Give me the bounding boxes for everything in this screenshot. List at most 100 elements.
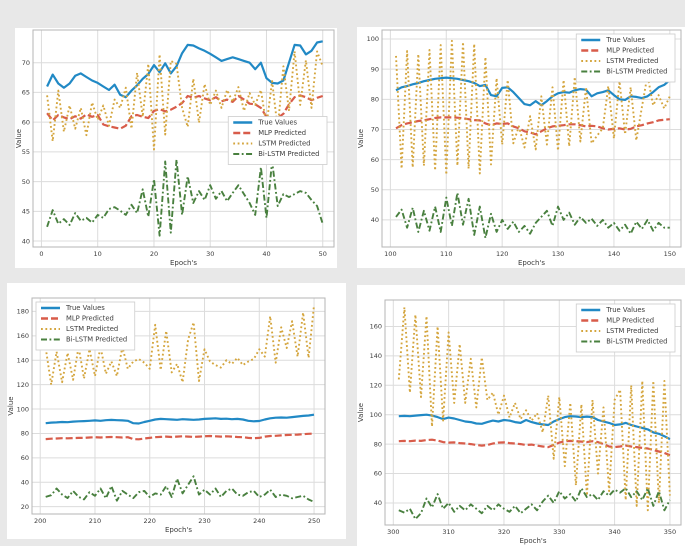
- y-tick-label: 60: [371, 156, 379, 164]
- chart-canvas: 40 60 80 100 120 140 160 300 310 320 330 340 350 Epoc…: [357, 299, 682, 545]
- legend: True Values MLP Predicted LSTM Predicted Bi…: [35, 301, 136, 351]
- y-tick-label: 55: [22, 148, 30, 156]
- chart-bottom-left: 20 40 60 80 100 120 140 160 180 200 210 220 230 240 25…: [7, 283, 346, 539]
- legend-box: [35, 301, 136, 351]
- y-tick-label: 70: [371, 126, 379, 134]
- legend-label-true-values: True Values: [65, 304, 105, 312]
- y-tick-label: 80: [374, 440, 382, 448]
- x-tick-label: 30: [206, 250, 214, 258]
- axes-spines: [381, 29, 682, 248]
- x-tick-label: 350: [664, 528, 676, 536]
- legend-label-mlp-predicted: MLP Predicted: [258, 129, 306, 137]
- y-tick-label: 20: [21, 503, 29, 511]
- x-tick-label: 100: [384, 250, 396, 258]
- y-tick-label: 120: [17, 381, 29, 389]
- chart-top-left: 40 45 50 55 60 65 70 0 10 20 30 40 50 Epoch's Value Tru…: [15, 28, 337, 268]
- legend-label-true-values: True Values: [257, 119, 297, 127]
- x-axis-label: Epoch's: [518, 259, 545, 267]
- chart-canvas: 20 40 60 80 100 120 140 160 180 200 210 220 230 240 25…: [7, 297, 326, 534]
- y-tick-label: 60: [22, 118, 30, 126]
- x-tick-label: 340: [608, 528, 620, 536]
- y-tick-label: 100: [370, 411, 382, 419]
- legend-box: [227, 116, 328, 165]
- series-lstm-predicted-line: [397, 306, 671, 512]
- legend-box: [575, 303, 676, 353]
- series-mlp-predicted-line: [398, 438, 671, 457]
- y-axis-label: Value: [7, 396, 15, 415]
- legend-label-lstm-predicted: LSTM Predicted: [606, 327, 658, 335]
- legend-label-true-values: True Values: [605, 36, 645, 44]
- y-tick-label: 100: [17, 405, 29, 413]
- y-tick-label: 140: [370, 352, 382, 360]
- y-tick-label: 65: [22, 89, 30, 97]
- y-tick-label: 40: [21, 478, 29, 486]
- legend-label-mlp-predicted: MLP Predicted: [66, 315, 114, 323]
- legend-label-bi-lstm-predicted: Bi-LSTM Predicted: [66, 336, 127, 344]
- legend: True Values MLP Predicted LSTM Predicted Bi…: [575, 33, 676, 83]
- series-true-values-line: [398, 413, 671, 441]
- y-tick-label: 90: [371, 65, 379, 73]
- x-tick-label: 320: [498, 528, 510, 536]
- y-tick-label: 40: [374, 499, 382, 507]
- x-tick-label: 300: [387, 528, 399, 536]
- x-tick-label: 310: [442, 528, 454, 536]
- series-lstm-predicted-line: [395, 39, 671, 176]
- y-tick-label: 160: [370, 323, 382, 331]
- series-mlp-predicted-line: [46, 94, 324, 130]
- series-true-values-line: [45, 413, 315, 425]
- y-tick-label: 100: [367, 35, 379, 43]
- y-axis-label: Value: [357, 129, 365, 148]
- y-axis-label: Value: [357, 403, 365, 422]
- chart-canvas: 40 45 50 55 60 65 70 0 10 20 30 40 50 Epoch's Value Tru…: [15, 29, 335, 267]
- y-tick-label: 120: [370, 381, 382, 389]
- x-tick-label: 200: [34, 517, 46, 525]
- legend-label-lstm-predicted: LSTM Predicted: [606, 57, 658, 65]
- x-axis-label: Epoch's: [519, 537, 546, 545]
- y-tick-label: 50: [371, 186, 379, 194]
- series-true-values-line: [46, 40, 323, 99]
- axes-spines: [384, 299, 682, 526]
- x-tick-label: 140: [608, 250, 620, 258]
- y-tick-label: 80: [21, 430, 29, 438]
- y-tick-label: 50: [22, 178, 30, 186]
- y-tick-label: 60: [374, 470, 382, 478]
- y-tick-label: 60: [21, 454, 29, 462]
- legend-label-bi-lstm-predicted: Bi-LSTM Predicted: [606, 68, 667, 76]
- y-tick-label: 140: [17, 356, 29, 364]
- y-tick-label: 40: [22, 237, 30, 245]
- legend-label-mlp-predicted: MLP Predicted: [606, 317, 654, 325]
- legend-label-lstm-predicted: LSTM Predicted: [258, 140, 310, 148]
- x-axis-label: Epoch's: [170, 259, 197, 267]
- x-tick-label: 110: [440, 250, 452, 258]
- x-tick-label: 240: [253, 517, 265, 525]
- x-axis-label: Epoch's: [165, 526, 192, 534]
- legend: True Values MLP Predicted LSTM Predicted Bi…: [575, 303, 676, 353]
- x-tick-label: 50: [319, 250, 327, 258]
- series-bi-lstm-predicted-line: [46, 158, 324, 237]
- x-tick-label: 130: [552, 250, 564, 258]
- legend-label-bi-lstm-predicted: Bi-LSTM Predicted: [606, 338, 667, 346]
- chart-canvas: 40 50 60 70 80 90 100 100 110 120 130 140 150 Epoch's…: [357, 29, 682, 267]
- legend-label-mlp-predicted: MLP Predicted: [606, 47, 654, 55]
- x-tick-label: 40: [262, 250, 270, 258]
- x-tick-label: 250: [308, 517, 320, 525]
- series-true-values-line: [395, 76, 671, 107]
- y-tick-label: 45: [22, 208, 30, 216]
- series-mlp-predicted-line: [45, 432, 315, 441]
- legend-label-bi-lstm-predicted: Bi-LSTM Predicted: [258, 150, 319, 158]
- y-axis-label: Value: [15, 129, 23, 148]
- x-tick-label: 220: [144, 517, 156, 525]
- x-tick-label: 20: [150, 250, 158, 258]
- x-tick-label: 0: [39, 250, 43, 258]
- legend-label-true-values: True Values: [605, 306, 645, 314]
- y-tick-label: 160: [17, 332, 29, 340]
- y-tick-label: 70: [22, 59, 30, 67]
- x-tick-label: 210: [89, 517, 101, 525]
- y-tick-label: 80: [371, 96, 379, 104]
- series-bi-lstm-predicted-line: [398, 487, 671, 521]
- x-tick-label: 330: [553, 528, 565, 536]
- x-tick-label: 150: [664, 250, 676, 258]
- y-tick-label: 180: [17, 308, 29, 316]
- x-tick-label: 120: [496, 250, 508, 258]
